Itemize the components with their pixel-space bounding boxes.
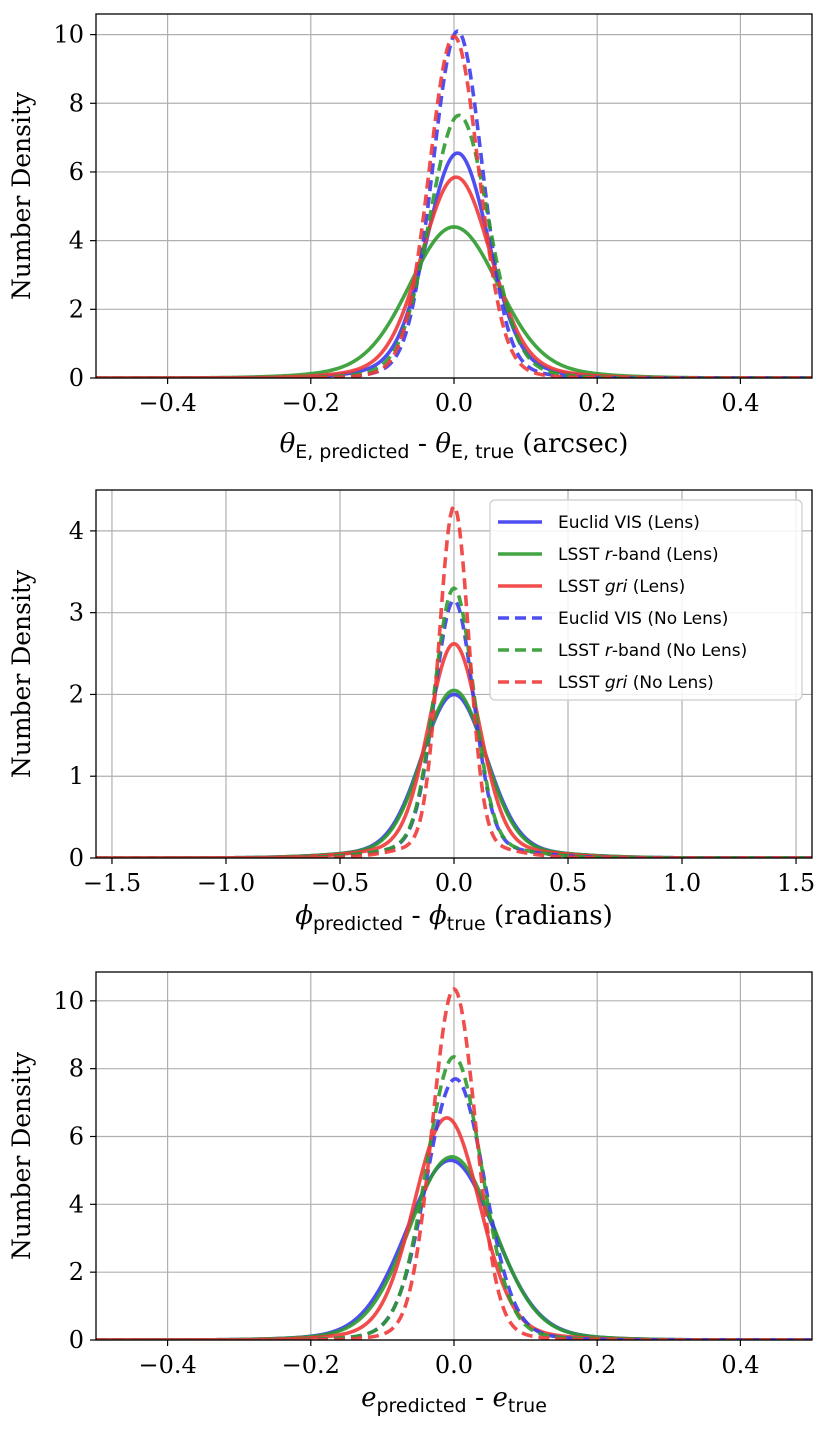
- series-line-4: [96, 1054, 812, 1340]
- y-tick-label: 3: [69, 599, 84, 627]
- x-tick-label: −1.0: [197, 869, 255, 897]
- x-tick-label: 0.0: [435, 389, 473, 417]
- x-tick-label: −0.2: [282, 1351, 340, 1379]
- y-tick-label: 0: [69, 364, 84, 392]
- panel-theta: −0.4 −0.2 0.0 0.2 0.4 0 2 4 6 8 10 Number Density θE…: [7, 13, 813, 463]
- y-axis-label: Number Density: [7, 91, 36, 300]
- panel-phi: −1.5 −1.0 −0.5 0.0 0.5 1.0 1.5 0 1 2 3 4 Number Dens…: [7, 489, 815, 935]
- y-tick-label: 8: [69, 1055, 84, 1083]
- x-axis-label: epredicted - etrue: [361, 1383, 547, 1417]
- y-tick-label: 6: [69, 1122, 84, 1150]
- legend-box: [489, 499, 803, 701]
- y-tick-label: 6: [69, 158, 84, 186]
- x-tick-label: 1.0: [663, 869, 701, 897]
- y-tick-label: 2: [69, 680, 84, 708]
- series-line-4: [96, 113, 812, 378]
- series-line-5: [96, 987, 812, 1340]
- legend-label: LSST r-band (No Lens): [558, 641, 747, 661]
- legend-label: Euclid VIS (No Lens): [558, 609, 728, 629]
- x-axis-label: θE, predicted - θE, true (arcsec): [280, 429, 629, 463]
- series-line-3: [96, 1077, 812, 1340]
- x-tick-label: 0.2: [578, 389, 616, 417]
- y-tick-label: 2: [69, 295, 84, 323]
- y-tick-label: 2: [69, 1258, 84, 1286]
- y-tick-label: 4: [69, 1190, 84, 1218]
- y-tick-label: 8: [69, 89, 84, 117]
- y-tick-label: 4: [69, 227, 84, 255]
- legend-label: LSST r-band (Lens): [558, 545, 719, 565]
- y-axis-label: Number Density: [7, 569, 36, 778]
- series-line-5: [96, 34, 812, 378]
- x-tick-label: −0.5: [311, 869, 369, 897]
- legend-label: LSST gri (Lens): [558, 577, 685, 597]
- x-tick-label: 0.0: [435, 1351, 473, 1379]
- y-tick-label: 4: [69, 517, 84, 545]
- y-tick-label: 1: [69, 762, 84, 790]
- x-axis-label: ϕpredicted - ϕtrue (radians): [295, 901, 613, 935]
- x-tick-label: 0.2: [578, 1351, 616, 1379]
- series-line-4: [96, 586, 812, 858]
- y-tick-label: 10: [53, 21, 84, 49]
- legend: Euclid VIS (Lens) LSST r-band (Lens) LSST …: [489, 499, 803, 701]
- y-tick-label: 0: [69, 1326, 84, 1354]
- legend-label: Euclid VIS (Lens): [558, 513, 700, 533]
- x-tick-label: −0.4: [138, 1351, 196, 1379]
- y-tick-label: 10: [53, 987, 84, 1015]
- x-tick-label: 0.4: [721, 1351, 759, 1379]
- x-tick-label: 0.5: [549, 869, 587, 897]
- y-tick-label: 0: [69, 844, 84, 872]
- x-tick-label: −0.4: [138, 389, 196, 417]
- y-axis-label: Number Density: [7, 1051, 36, 1260]
- x-tick-label: −0.2: [282, 389, 340, 417]
- x-tick-label: −1.5: [83, 869, 141, 897]
- x-tick-label: 1.5: [777, 869, 815, 897]
- panel-ellipticity: −0.4 −0.2 0.0 0.2 0.4 0 2 4 6 8 10 Number Density ep…: [7, 971, 813, 1417]
- legend-label: LSST gri (No Lens): [558, 673, 714, 693]
- x-tick-label: 0.0: [435, 869, 473, 897]
- x-tick-label: 0.4: [721, 389, 759, 417]
